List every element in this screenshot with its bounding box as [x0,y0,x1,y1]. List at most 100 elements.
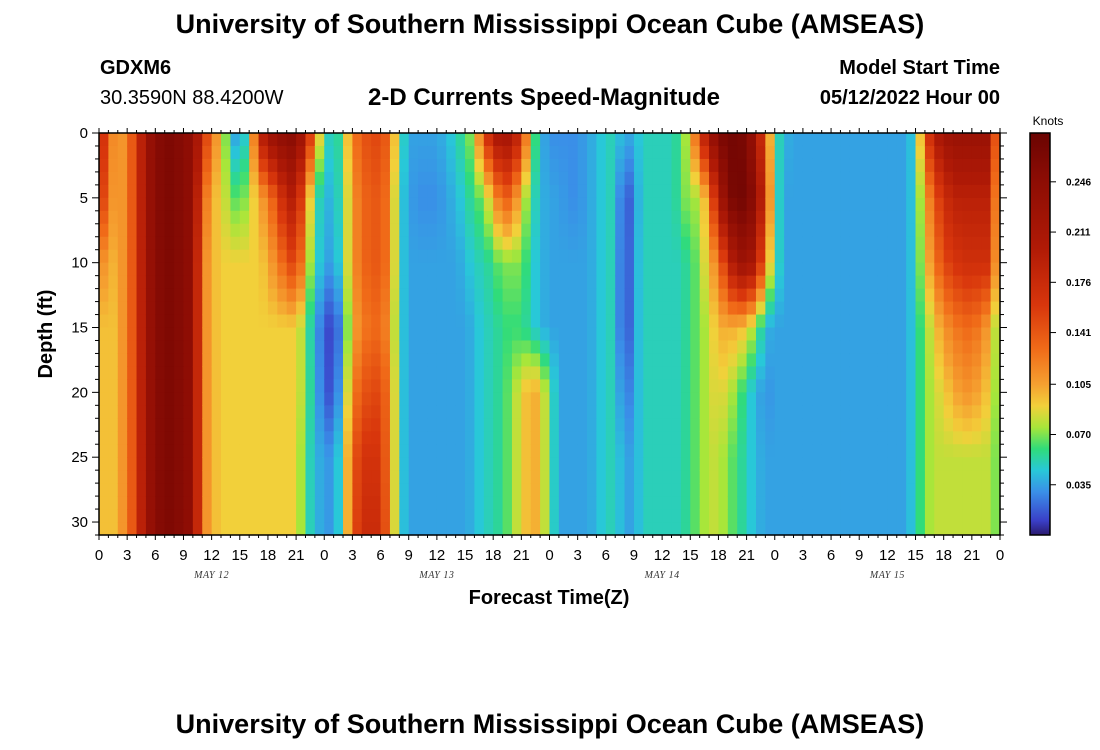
heatmap-cell [493,496,504,510]
heatmap-cell [793,223,804,238]
heatmap-cell [784,496,795,510]
colorbar-tick-label: 0.211 [1066,228,1091,239]
heatmap-cell [652,301,663,316]
heatmap-cell [211,522,222,536]
heatmap-cell [192,133,203,147]
heatmap-cell [511,431,522,445]
heatmap-cell [652,509,663,523]
heatmap-cell [343,496,354,510]
heatmap-cell [427,158,438,173]
heatmap-cell [221,366,231,380]
heatmap-cell [183,379,194,393]
heatmap-cell [267,275,278,290]
heatmap-cell [605,145,616,160]
heatmap-cell [202,249,213,264]
heatmap-cell [690,366,701,380]
heatmap-cell [540,288,551,303]
heatmap-cell [934,470,945,484]
heatmap-cell [821,223,832,238]
heatmap-cell [145,197,156,212]
heatmap-cell [953,184,964,199]
heatmap-cell [840,249,851,264]
heatmap-cell [924,236,935,251]
heatmap-cell [380,418,391,432]
heatmap-cell [662,496,673,510]
heatmap-cell [765,249,776,264]
heatmap-cell [380,509,391,523]
heatmap-cell [465,236,476,251]
x-tick-label: 0 [771,547,779,564]
heatmap-cell [568,431,579,445]
heatmap-cell [333,171,344,186]
heatmap-cell [230,236,241,251]
heatmap-cell [831,171,842,186]
heatmap-cell [117,275,128,290]
heatmap-cell [709,133,720,147]
heatmap-cell [821,327,832,342]
axis-ticks: 0 3 6 9 12 15 18 21 0 3 6 9 12 15 18 21 0 3 6 9 12 15 18 21 0 3 6 9… [71,125,1007,581]
heatmap-cell [953,379,964,393]
heatmap-cell [746,236,757,251]
heatmap-cell [718,340,729,355]
heatmap-cell [427,210,438,225]
heatmap-cell [465,405,476,419]
heatmap-cell [643,133,654,147]
heatmap-cell [680,223,691,238]
heatmap-cell [549,522,560,536]
heatmap-cell [99,145,109,160]
heatmap-cell [427,457,438,471]
heatmap-cell [164,366,175,380]
heatmap-cell [990,262,1001,277]
heatmap-cell [549,249,560,264]
heatmap-cell [831,379,842,393]
heatmap-cell [174,379,185,393]
heatmap-cell [99,405,109,419]
heatmap-cell [99,431,109,445]
heatmap-cell [962,353,973,368]
heatmap-cell [314,392,325,406]
heatmap-cell [221,171,231,186]
heatmap-cell [361,483,372,497]
heatmap-cell [136,418,147,432]
heatmap-cell [990,483,1001,497]
heatmap-cell [915,366,926,380]
heatmap-cell [953,223,964,238]
heatmap-cell [324,197,335,212]
heatmap-cell [877,223,888,238]
heatmap-cell [380,483,391,497]
heatmap-cell [502,444,513,458]
heatmap-cell [267,444,278,458]
heatmap-cell [971,236,982,251]
heatmap-cell [971,145,982,160]
heatmap-cell [314,223,325,238]
heatmap-cell [633,444,644,458]
heatmap-cell [493,171,504,186]
heatmap-cell [896,444,907,458]
heatmap-cell [615,418,626,432]
heatmap-cell [455,184,466,199]
heatmap-cell [117,249,128,264]
heatmap-cell [286,444,297,458]
heatmap-cell [549,145,560,160]
heatmap-cell [286,210,297,225]
heatmap-cell [493,392,504,406]
heatmap-cell [868,249,879,264]
heatmap-cell [277,223,288,238]
heatmap-cell [211,262,222,277]
heatmap-cell [239,301,250,316]
heatmap-cell [915,184,926,199]
heatmap-cell [699,145,710,160]
heatmap-cell [211,223,222,238]
heatmap-cell [239,197,250,212]
heatmap-cell [164,262,175,277]
heatmap-cell [296,457,307,471]
heatmap-cell [596,340,607,355]
heatmap-cell [211,431,222,445]
heatmap-cell [577,262,588,277]
heatmap-cell [267,314,278,329]
heatmap-cell [493,418,504,432]
heatmap-cell [596,457,607,471]
heatmap-cell [831,340,842,355]
heatmap-cell [746,275,757,290]
